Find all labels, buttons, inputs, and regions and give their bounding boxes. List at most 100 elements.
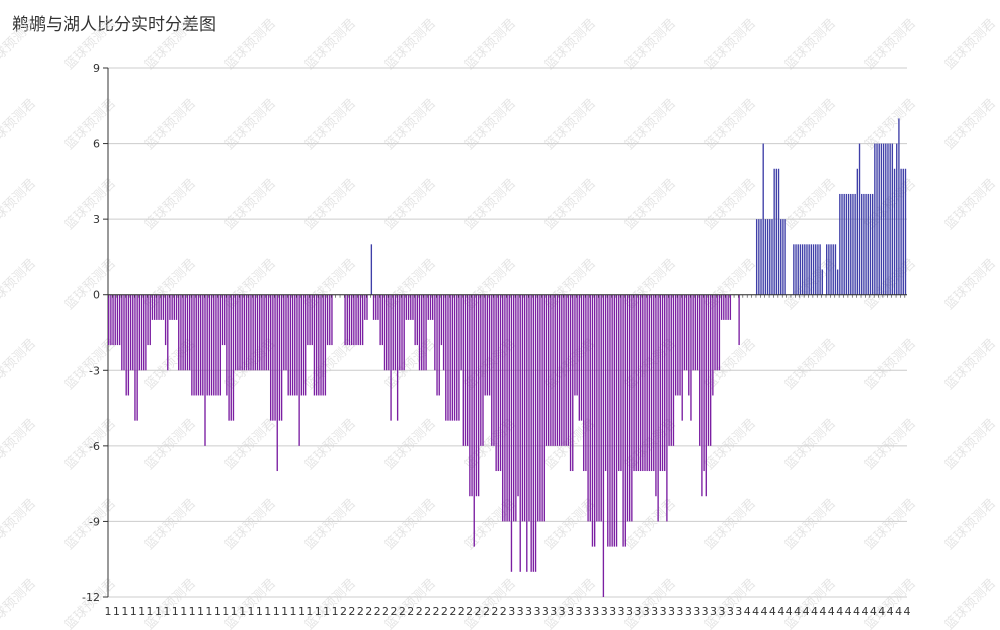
bar <box>762 143 764 295</box>
bar <box>845 193 848 295</box>
bar <box>567 294 570 446</box>
bar <box>315 294 318 396</box>
watermark-text: 篮球预测君 <box>62 176 119 233</box>
bar <box>473 294 475 547</box>
x-tick-label: 4 <box>761 605 768 618</box>
watermark-text: 篮球预测君 <box>622 176 679 233</box>
bar <box>300 294 302 396</box>
bar <box>305 294 307 396</box>
x-tick-label: 4 <box>819 605 826 618</box>
x-tick-label: 1 <box>306 605 313 618</box>
x-tick-label: 4 <box>853 605 860 618</box>
bar <box>206 294 208 396</box>
bar <box>350 294 353 346</box>
bar <box>574 294 576 396</box>
bar <box>278 294 281 421</box>
watermark-text: 篮球预测君 <box>0 256 39 313</box>
watermark-text: 篮球预测君 <box>142 496 199 553</box>
bar <box>495 294 497 472</box>
x-tick-label: 3 <box>710 605 717 618</box>
bar <box>447 294 449 421</box>
bar <box>604 294 607 472</box>
bar <box>484 294 486 396</box>
bar <box>626 294 629 522</box>
x-tick-label: 2 <box>424 605 431 618</box>
bar <box>685 294 688 371</box>
bar <box>421 294 423 371</box>
bar <box>438 294 440 396</box>
bar <box>631 294 633 522</box>
bar <box>821 269 823 295</box>
bar <box>114 294 116 346</box>
x-tick-label: 3 <box>651 605 658 618</box>
bar <box>110 294 112 346</box>
x-tick-label: 1 <box>130 605 137 618</box>
x-tick-label: 1 <box>138 605 145 618</box>
bar <box>508 294 510 522</box>
bar <box>405 294 408 320</box>
bar <box>381 294 383 346</box>
bar <box>213 294 215 396</box>
bar <box>793 244 795 295</box>
bar <box>900 168 902 295</box>
bar <box>234 294 237 371</box>
x-tick-label: 1 <box>247 605 254 618</box>
x-tick-label: 4 <box>878 605 885 618</box>
bar <box>541 294 543 522</box>
bar <box>386 294 388 371</box>
bar <box>882 143 885 295</box>
watermark-text: 篮球预测君 <box>862 576 919 630</box>
watermark-text: 篮球预测君 <box>0 576 39 630</box>
bar <box>622 294 624 547</box>
bar <box>701 294 703 497</box>
x-tick-label: 4 <box>845 605 852 618</box>
bar <box>390 294 392 421</box>
bar <box>296 294 298 396</box>
x-tick-label: 4 <box>786 605 793 618</box>
bar <box>431 294 434 320</box>
bar <box>313 294 316 396</box>
bar <box>556 294 559 446</box>
bar <box>399 294 401 371</box>
bar <box>688 294 690 396</box>
x-tick-label: 1 <box>180 605 187 618</box>
bar <box>526 294 528 572</box>
bar <box>162 294 165 320</box>
x-tick-label: 2 <box>500 605 507 618</box>
watermark-text: 篮球预测君 <box>862 16 919 73</box>
bar <box>718 294 721 371</box>
bar <box>712 294 714 396</box>
bar <box>160 294 162 320</box>
bar <box>869 193 872 295</box>
watermark-text: 篮球预测君 <box>782 496 839 553</box>
watermark-text: 篮球预测君 <box>622 416 679 473</box>
watermark-text: 篮球预测君 <box>302 576 359 630</box>
bar <box>550 294 552 446</box>
watermark-text: 篮球预测君 <box>542 176 599 233</box>
bar <box>620 294 622 472</box>
bar <box>256 294 259 371</box>
watermark-text: 篮球预测君 <box>782 576 839 630</box>
bar <box>832 244 834 295</box>
bar <box>320 294 322 396</box>
bar <box>184 294 186 371</box>
watermark-text: 篮球预测君 <box>622 256 679 313</box>
x-tick-label: 1 <box>155 605 162 618</box>
watermark-text: 篮球预测君 <box>0 496 39 553</box>
bar <box>383 294 386 371</box>
bar <box>519 294 521 572</box>
bar <box>850 193 852 295</box>
bar <box>854 193 856 295</box>
bar <box>191 294 193 396</box>
watermark-text: 篮球预测君 <box>782 256 839 313</box>
bar <box>121 294 123 371</box>
bar <box>377 294 379 320</box>
x-tick-label: 2 <box>458 605 465 618</box>
bar <box>263 294 265 371</box>
bar <box>703 294 705 472</box>
bar <box>182 294 184 371</box>
bar <box>219 294 221 396</box>
bar <box>585 294 587 472</box>
bar <box>379 294 381 346</box>
x-tick-label: 1 <box>197 605 204 618</box>
